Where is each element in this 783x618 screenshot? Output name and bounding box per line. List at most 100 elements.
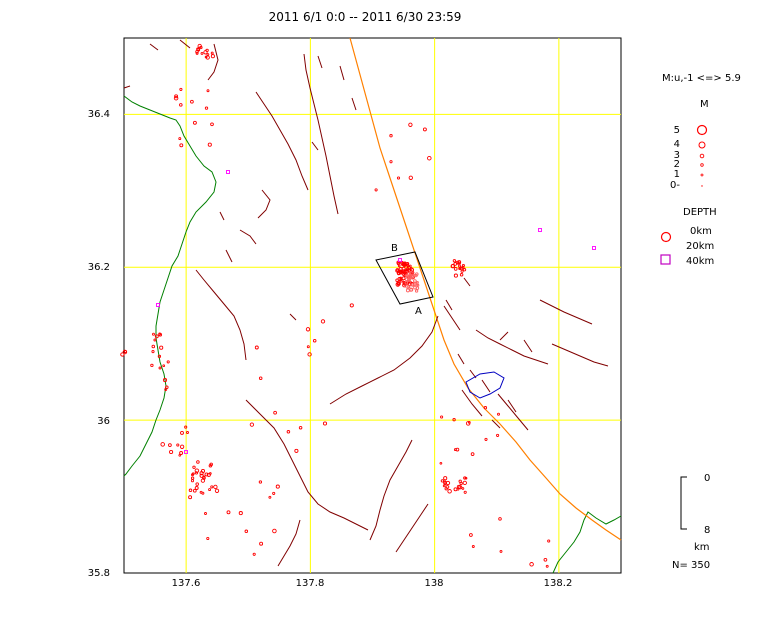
event-count: N= 350 [672, 560, 710, 571]
earthquake-event [194, 468, 200, 473]
earthquake-event [272, 491, 276, 495]
earthquake-event [547, 539, 551, 543]
earthquake-event [471, 545, 475, 548]
earthquake-event [174, 94, 179, 99]
fault-line [225, 249, 233, 263]
earthquake-event [444, 487, 448, 491]
earthquake-event [409, 288, 413, 292]
fault-line [317, 55, 323, 69]
earthquake-event [203, 50, 208, 55]
earthquake-event [186, 431, 189, 434]
magnitude-label: 0- [670, 180, 680, 191]
earthquake-event [208, 472, 212, 475]
earthquake-event [460, 269, 464, 273]
earthquake-event [349, 303, 354, 308]
earthquake-event [252, 552, 256, 556]
earthquake-event [405, 288, 410, 293]
earthquake-event [200, 468, 206, 474]
earthquake-event [445, 480, 451, 486]
fault-line [461, 389, 483, 417]
earthquake-event [208, 488, 212, 492]
earthquake-event [484, 437, 488, 441]
earthquake-event [462, 480, 467, 486]
map-title: 2011 6/1 0:0 -- 2011 6/30 23:59 [269, 10, 462, 24]
lake-outline [465, 371, 505, 399]
earthquake-event [206, 89, 210, 93]
earthquake-event [452, 259, 457, 263]
scale-unit-label: km [694, 542, 710, 553]
earthquake-event [453, 448, 457, 452]
earthquake-event [188, 488, 193, 493]
earthquake-event [195, 51, 199, 55]
earthquake-event [469, 533, 473, 537]
earthquake-event [192, 465, 196, 469]
earthquake-event [452, 418, 456, 422]
earthquake-event [210, 485, 214, 489]
fault-line [475, 329, 549, 365]
earthquake-event [414, 289, 419, 293]
earthquake-event [483, 406, 488, 410]
earthquake-event [204, 472, 209, 477]
earthquake-event [298, 425, 303, 430]
earthquake-event [499, 549, 503, 553]
earthquake-event [398, 267, 403, 272]
earthquake-event [258, 376, 263, 380]
prefecture-border-line [123, 95, 217, 477]
earthquake-event [409, 266, 413, 270]
earthquake-event [453, 487, 458, 492]
fault-line [445, 299, 453, 311]
grid-lines [124, 38, 621, 573]
earthquake-event [443, 476, 448, 481]
earthquake-event [196, 460, 200, 464]
earthquake-event-deep [226, 170, 230, 174]
depth-40km-symbol [660, 254, 671, 265]
scale-top-label: 0 [704, 473, 710, 484]
earthquake-event [395, 268, 399, 273]
fault-line [539, 299, 593, 325]
earthquake-event-deep [398, 258, 402, 262]
magnitude-1-symbol [700, 173, 704, 177]
earthquake-event [190, 99, 194, 104]
earthquake-event [412, 281, 417, 287]
fault-line [149, 43, 159, 51]
magnitude-label: 3 [674, 150, 680, 161]
lake-outline-path [465, 371, 505, 399]
earthquake-event [320, 319, 326, 324]
lat-tick-label: 36.4 [88, 109, 110, 120]
depth-label: 20km [686, 241, 714, 252]
earthquake-event [179, 143, 184, 148]
lat-tick-label: 36.2 [88, 262, 110, 273]
earthquake-event [244, 529, 249, 534]
earthquake-event [190, 476, 195, 480]
earthquake-event [199, 473, 204, 478]
map-plot-area: BA [120, 37, 622, 574]
fault-line [457, 353, 465, 365]
fault-line [481, 379, 491, 393]
earthquake-event [396, 271, 401, 276]
earthquake-event [396, 281, 401, 286]
earthquake-event [458, 479, 462, 483]
earthquake-event [206, 536, 210, 541]
earthquake-event [124, 350, 127, 354]
fault-line [497, 393, 529, 431]
lon-tick-label: 137.6 [172, 578, 201, 589]
fault-line [551, 343, 609, 367]
earthquake-event [459, 273, 464, 277]
earthquake-event [286, 430, 291, 434]
earthquake-event [440, 479, 445, 483]
earthquake-event [305, 327, 311, 332]
earthquake-event [389, 134, 393, 138]
earthquake-event [545, 564, 549, 568]
earthquake-event [199, 490, 203, 494]
fault-line [351, 97, 357, 111]
earthquake-event [408, 122, 413, 127]
tectonic-line [349, 37, 622, 541]
earthquake-event [151, 344, 156, 349]
earthquake-event [322, 421, 328, 426]
magnitude-0-symbol [701, 185, 703, 187]
fault-line [369, 439, 413, 541]
earthquake-event [408, 175, 413, 180]
earthquake-event [206, 472, 211, 477]
fault-line [499, 331, 509, 341]
legend: M:u,-1 <=> 5.9 M 5 4 3 2 1 0- DEPTH 0km … [660, 73, 741, 267]
